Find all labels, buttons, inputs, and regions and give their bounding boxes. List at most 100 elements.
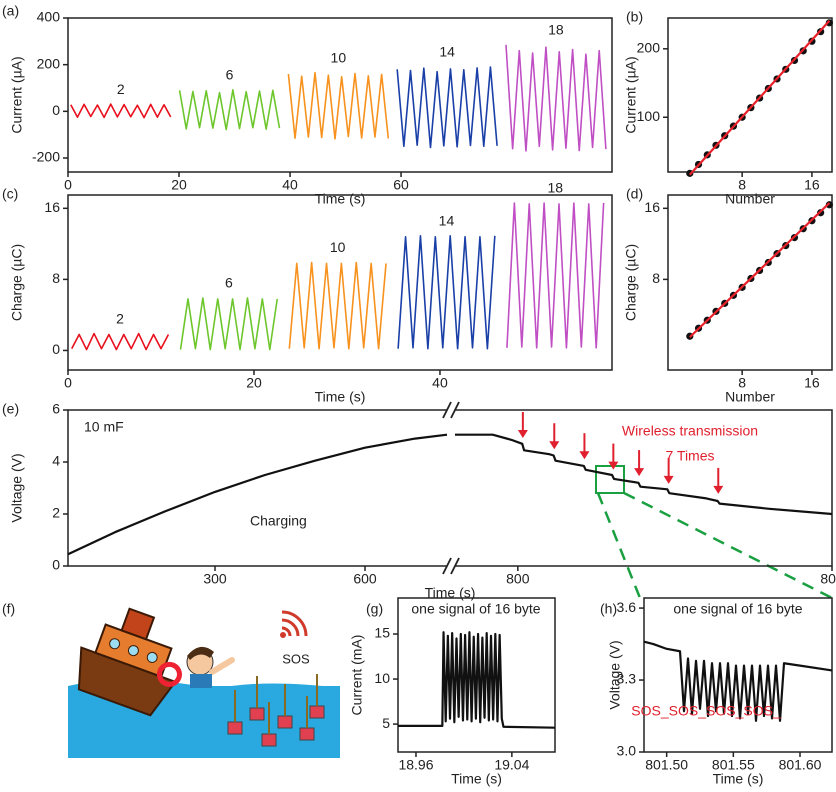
y-tick-label: 0 [52, 102, 60, 118]
panel-label: (h) [600, 601, 617, 617]
x-tick-label: 801.50 [645, 757, 688, 773]
arrow [634, 450, 645, 477]
data-line [288, 261, 387, 350]
x-tick-label: 18.96 [398, 757, 433, 773]
plot-frame [667, 17, 833, 173]
buoy-masts [234, 674, 318, 734]
data-line [505, 44, 607, 152]
series-label: 2 [116, 310, 124, 326]
data-line [506, 202, 605, 349]
data-line [396, 66, 498, 149]
y-tick-label: 15 [374, 625, 390, 641]
y-tick-label: 200 [637, 40, 661, 56]
y-axis-label: Current (µA) [623, 56, 639, 133]
arrow [663, 457, 674, 484]
data-line [398, 631, 556, 729]
series-label: 10 [330, 239, 346, 255]
series-label: 2 [117, 81, 125, 97]
zoom-line [596, 492, 642, 599]
y-tick-label: 400 [37, 9, 61, 25]
y-axis-label: Charge (µC) [623, 244, 639, 321]
panel-label: (d) [626, 186, 643, 202]
arrow-head [634, 468, 645, 477]
x-tick-label: 801.60 [779, 757, 822, 773]
y-tick-label: -200 [32, 149, 60, 165]
buoys [227, 705, 325, 747]
y-axis-label: Voltage (V) [9, 453, 25, 522]
series-label: 18 [547, 180, 563, 196]
data-line [287, 72, 390, 140]
annotation: 7 Times [665, 448, 714, 464]
axis-break-gap [447, 563, 455, 569]
x-tick-label: 19.04 [494, 757, 529, 773]
x-tick-label: 20 [171, 177, 187, 193]
signal-icon [281, 610, 308, 637]
arrow [713, 467, 724, 494]
plot-frame [397, 597, 556, 753]
y-tick-label: 6 [52, 401, 60, 417]
arrow [608, 443, 619, 470]
arrow-head [517, 429, 528, 438]
data-line [455, 433, 833, 516]
y-tick-label: 3.6 [617, 599, 637, 615]
x-tick-label: 40 [282, 177, 298, 193]
panel-label: (a) [2, 3, 19, 19]
x-tick-label: 40 [432, 375, 448, 391]
x-tick-label: 0 [64, 177, 72, 193]
annotation: 10 mF [84, 419, 124, 435]
plot-frame [667, 194, 833, 371]
arrow-head [549, 441, 560, 450]
y-tick-label: 100 [637, 108, 661, 124]
y-tick-label: 8 [52, 270, 60, 286]
data-line [643, 640, 833, 722]
person [186, 646, 235, 688]
y-tick-label: 16 [44, 199, 60, 215]
axis-break-mark [442, 401, 452, 419]
annotation: one signal of 16 byte [411, 601, 540, 617]
series-label: 14 [439, 213, 455, 229]
annotation: Charging [250, 513, 307, 529]
axis-break-mark [450, 401, 460, 419]
y-tick-label: 10 [374, 670, 390, 686]
y-axis-label: Current (mA) [349, 635, 365, 716]
x-tick-label: 16 [804, 177, 820, 193]
data-line [178, 89, 281, 131]
data-line [70, 103, 172, 119]
x-axis-label: Number [725, 191, 775, 207]
series-label: 18 [548, 22, 564, 38]
y-tick-label: 4 [52, 453, 60, 469]
x-tick-label: 20 [246, 375, 262, 391]
x-tick-label: 801.55 [712, 757, 755, 773]
panel-label: (c) [2, 186, 18, 202]
plot-frame [643, 597, 833, 753]
data-line [71, 332, 170, 351]
plot-frame [67, 194, 613, 371]
zoom-line [623, 491, 833, 600]
y-tick-label: 5 [382, 715, 390, 731]
x-axis-label: Time (s) [451, 771, 502, 787]
data-line [688, 20, 831, 176]
x-tick-label: 800 [506, 571, 530, 587]
panel-label: (g) [366, 601, 383, 617]
series-label: 14 [439, 44, 455, 60]
data-line [179, 297, 279, 351]
plot-frame [67, 17, 613, 173]
sos-label: SOS [282, 651, 310, 666]
x-tick-label: 16 [804, 375, 820, 391]
annotation: one signal of 16 byte [673, 601, 802, 617]
data-line [689, 202, 831, 338]
axis-break-mark [450, 557, 460, 575]
data-line [67, 433, 448, 556]
x-axis-label: Number [725, 389, 775, 405]
y-tick-label: 3.3 [617, 671, 637, 687]
y-tick-label: 16 [644, 199, 660, 215]
x-axis-label: Time (s) [425, 585, 476, 601]
axis-break-mark [442, 557, 452, 575]
data-point [825, 19, 833, 27]
x-tick-label: 8 [738, 375, 746, 391]
y-tick-label: 2 [52, 505, 60, 521]
annotation: SOS_SOS_SOS_SOS_ [631, 703, 781, 719]
ship [77, 607, 182, 717]
y-tick-label: 8 [652, 270, 660, 286]
